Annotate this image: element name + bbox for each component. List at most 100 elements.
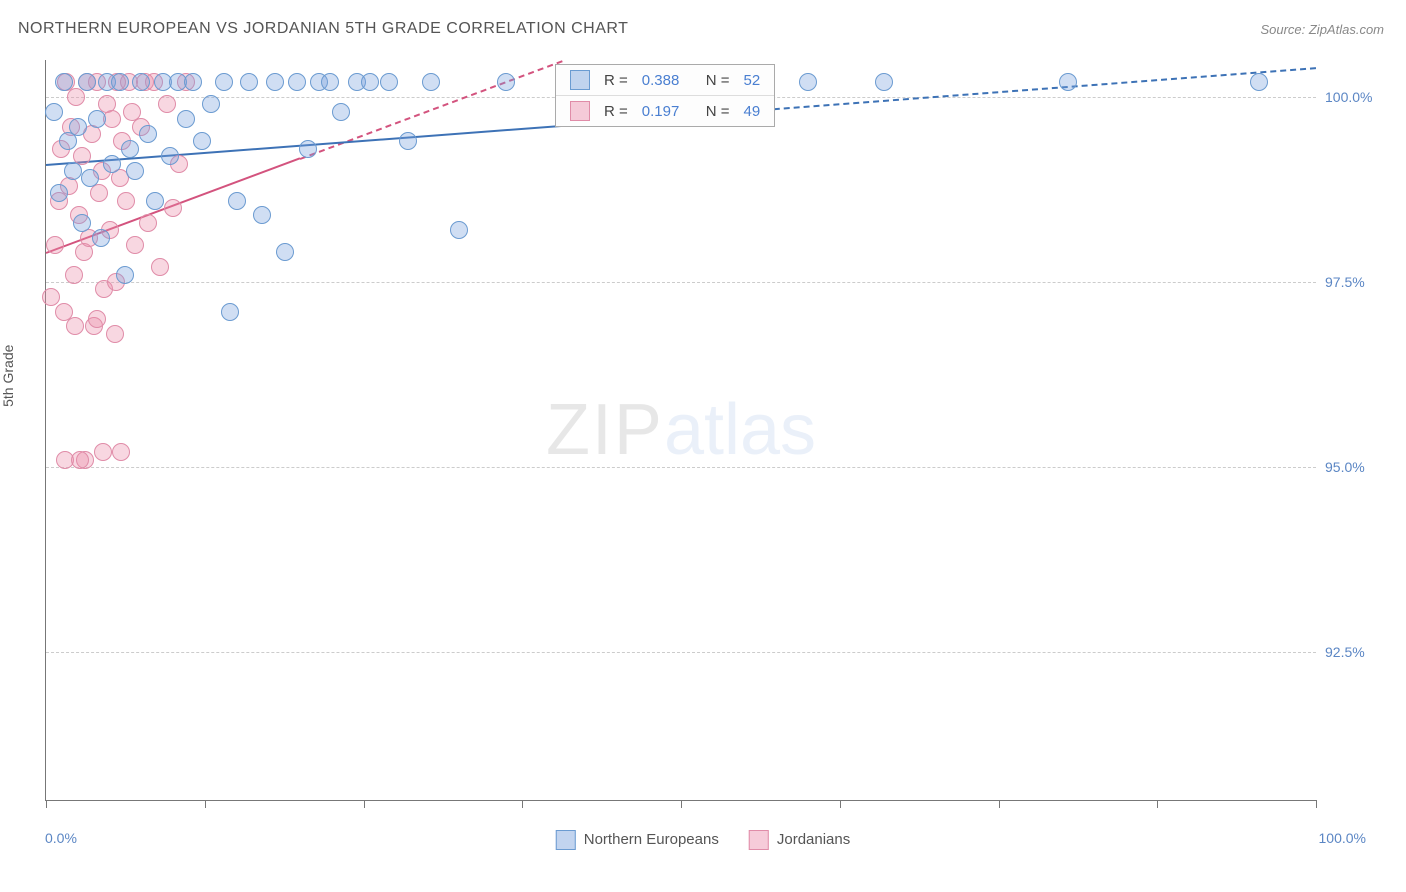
watermark-part1: ZIP (546, 390, 664, 470)
point-northern-europeans (45, 103, 63, 121)
point-northern-europeans (799, 73, 817, 91)
point-northern-europeans (193, 132, 211, 150)
y-tick-label: 100.0% (1325, 89, 1372, 105)
point-northern-europeans (64, 162, 82, 180)
point-northern-europeans (399, 132, 417, 150)
point-northern-europeans (266, 73, 284, 91)
point-northern-europeans (276, 243, 294, 261)
point-northern-europeans (111, 73, 129, 91)
point-northern-europeans (380, 73, 398, 91)
x-axis-max-label: 100.0% (1319, 830, 1366, 846)
gridline (46, 467, 1316, 468)
legend-swatch (570, 101, 590, 121)
x-tick (205, 800, 206, 808)
point-northern-europeans (253, 206, 271, 224)
gridline (46, 282, 1316, 283)
point-jordanians (139, 214, 157, 232)
legend-item: Northern Europeans (556, 830, 719, 850)
point-jordanians (126, 236, 144, 254)
legend-item: Jordanians (749, 830, 850, 850)
point-northern-europeans (69, 118, 87, 136)
point-northern-europeans (288, 73, 306, 91)
legend-swatch (556, 830, 576, 850)
point-northern-europeans (875, 73, 893, 91)
x-tick (681, 800, 682, 808)
point-jordanians (94, 443, 112, 461)
point-northern-europeans (361, 73, 379, 91)
point-jordanians (88, 310, 106, 328)
point-jordanians (65, 266, 83, 284)
x-tick (1157, 800, 1158, 808)
point-jordanians (106, 325, 124, 343)
n-value: 49 (744, 103, 761, 120)
gridline (46, 652, 1316, 653)
point-northern-europeans (177, 110, 195, 128)
r-label: R = (604, 103, 628, 120)
point-jordanians (158, 95, 176, 113)
point-northern-europeans (132, 73, 150, 91)
x-axis-min-label: 0.0% (45, 830, 77, 846)
x-tick (840, 800, 841, 808)
point-northern-europeans (240, 73, 258, 91)
plot-area: ZIPatlas (45, 60, 1316, 801)
y-tick-label: 92.5% (1325, 644, 1365, 660)
r-label: R = (604, 72, 628, 89)
point-jordanians (66, 317, 84, 335)
stats-legend-row: R = 0.388 N = 52 (556, 65, 774, 96)
point-northern-europeans (221, 303, 239, 321)
legend-label: Jordanians (777, 831, 850, 848)
y-tick-label: 95.0% (1325, 459, 1365, 475)
point-northern-europeans (202, 95, 220, 113)
point-northern-europeans (103, 155, 121, 173)
point-northern-europeans (497, 73, 515, 91)
point-northern-europeans (321, 73, 339, 91)
point-jordanians (112, 443, 130, 461)
point-northern-europeans (121, 140, 139, 158)
point-northern-europeans (184, 73, 202, 91)
point-jordanians (71, 451, 89, 469)
point-jordanians (164, 199, 182, 217)
point-jordanians (42, 288, 60, 306)
watermark: ZIPatlas (546, 389, 816, 471)
r-value: 0.197 (642, 103, 692, 120)
point-northern-europeans (88, 110, 106, 128)
point-jordanians (117, 192, 135, 210)
point-northern-europeans (50, 184, 68, 202)
point-northern-europeans (1250, 73, 1268, 91)
n-label: N = (706, 72, 730, 89)
stats-legend-row: R = 0.197 N = 49 (556, 96, 774, 126)
point-northern-europeans (299, 140, 317, 158)
point-northern-europeans (78, 73, 96, 91)
point-northern-europeans (146, 192, 164, 210)
chart-source: Source: ZipAtlas.com (1260, 22, 1384, 37)
chart-container: NORTHERN EUROPEAN VS JORDANIAN 5TH GRADE… (0, 0, 1406, 892)
point-northern-europeans (1059, 73, 1077, 91)
y-tick-label: 97.5% (1325, 274, 1365, 290)
chart-title: NORTHERN EUROPEAN VS JORDANIAN 5TH GRADE… (18, 20, 628, 38)
x-tick (46, 800, 47, 808)
r-value: 0.388 (642, 72, 692, 89)
point-northern-europeans (228, 192, 246, 210)
watermark-part2: atlas (664, 390, 816, 470)
point-jordanians (123, 103, 141, 121)
n-label: N = (706, 103, 730, 120)
stats-legend: R = 0.388 N = 52 R = 0.197 N = 49 (555, 64, 775, 127)
point-northern-europeans (450, 221, 468, 239)
x-tick (999, 800, 1000, 808)
series-legend: Northern Europeans Jordanians (556, 830, 850, 850)
n-value: 52 (744, 72, 761, 89)
legend-swatch (749, 830, 769, 850)
point-northern-europeans (139, 125, 157, 143)
point-northern-europeans (116, 266, 134, 284)
x-tick (1316, 800, 1317, 808)
legend-label: Northern Europeans (584, 831, 719, 848)
point-northern-europeans (55, 73, 73, 91)
y-axis-title: 5th Grade (0, 345, 16, 407)
point-northern-europeans (161, 147, 179, 165)
point-northern-europeans (73, 214, 91, 232)
x-tick (364, 800, 365, 808)
point-northern-europeans (422, 73, 440, 91)
point-jordanians (46, 236, 64, 254)
legend-swatch (570, 70, 590, 90)
point-northern-europeans (332, 103, 350, 121)
